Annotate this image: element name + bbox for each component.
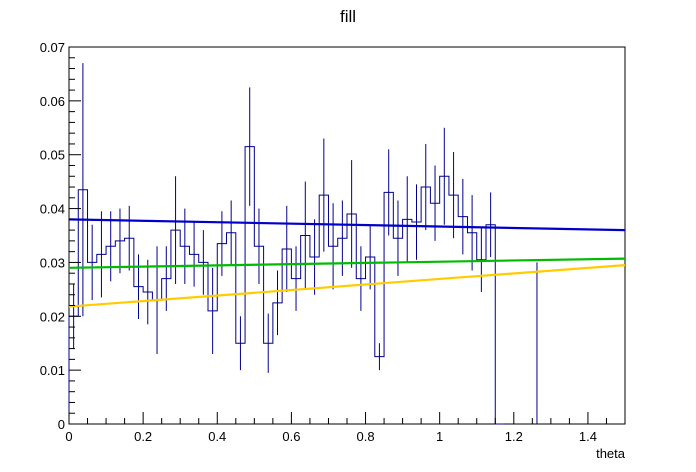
y-tick-label: 0.05	[40, 148, 65, 163]
curve-line-3	[68, 264, 626, 308]
curve-layer	[68, 218, 626, 308]
x-tick-label: 0	[65, 429, 72, 444]
x-tick-label: 0.6	[282, 429, 300, 444]
chart-title: fill	[340, 7, 356, 26]
y-tick-label: 0.04	[40, 202, 65, 217]
curve-line-1	[68, 218, 626, 232]
x-tick-label: 1.4	[579, 429, 597, 444]
x-axis-title: theta	[596, 446, 626, 461]
curve-line-2	[68, 257, 626, 269]
y-tick-label: 0.07	[40, 40, 65, 55]
y-tick-label: 0.01	[40, 363, 65, 378]
x-tick-label: 1.2	[505, 429, 523, 444]
axis-layer: 0 0.2 0.4 0.6 0.8 1 1.2 1.4 0 0.01 0.02 0.03 0.04 0.0…	[40, 40, 626, 444]
x-tick-label: 0.4	[208, 429, 226, 444]
x-tick-label: 0.2	[134, 429, 152, 444]
histogram-outline	[68, 146, 505, 425]
y-tick-label: 0	[58, 417, 65, 432]
y-tick-label: 0.03	[40, 255, 65, 270]
y-tick-label: 0.06	[40, 94, 65, 109]
x-tick-label: 1	[436, 429, 443, 444]
y-tick-label: 0.02	[40, 309, 65, 324]
x-tick-label: 0.8	[356, 429, 374, 444]
